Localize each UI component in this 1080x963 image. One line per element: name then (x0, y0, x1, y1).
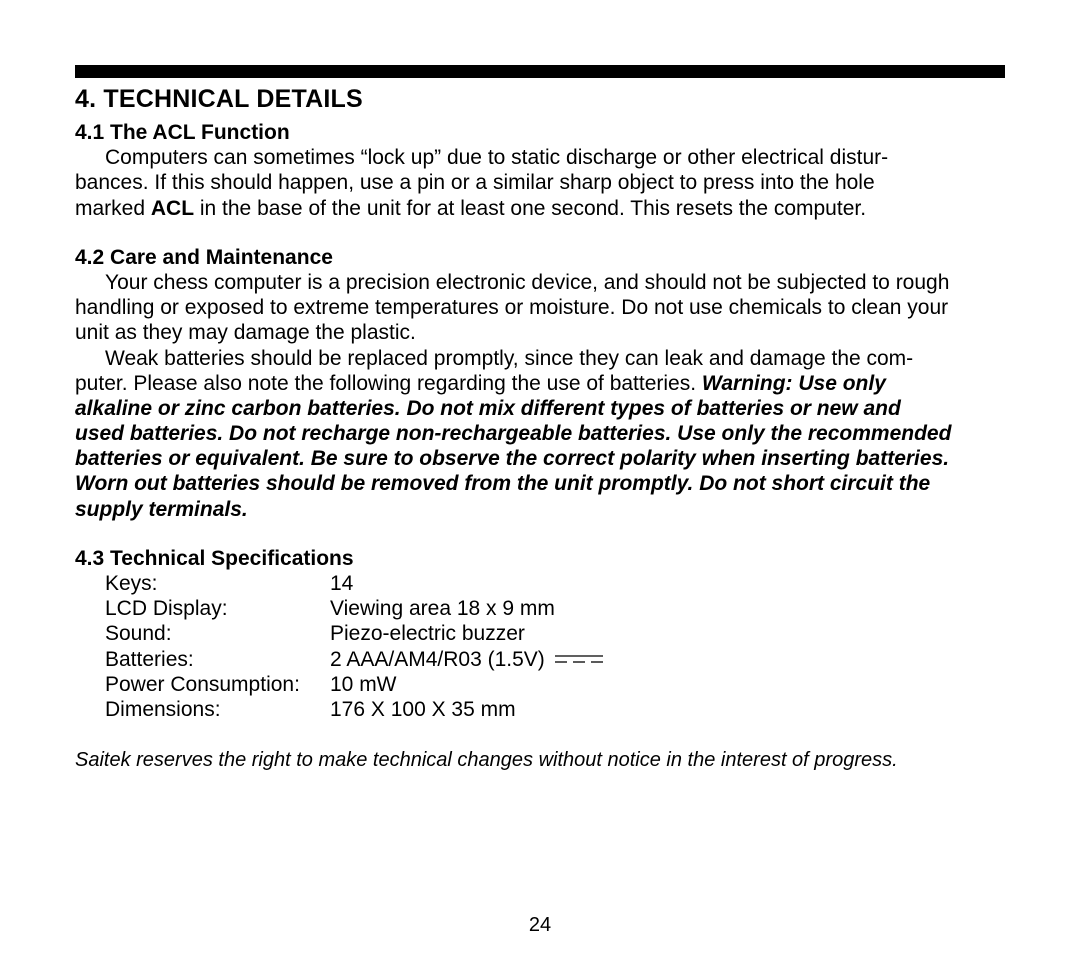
section-name: TECHNICAL DETAILS (103, 85, 362, 113)
text: marked (75, 197, 151, 220)
spec-row-sound: Sound: Piezo-electric buzzer (105, 621, 1005, 646)
text-line: unit as they may damage the plastic. (75, 320, 1005, 345)
spec-label: Dimensions: (105, 697, 330, 722)
warning-text: alkaline or zinc carbon batteries. Do no… (75, 396, 1005, 421)
dc-symbol-icon (555, 653, 603, 665)
spec-value: 176 X 100 X 35 mm (330, 697, 516, 722)
text: unit as they may damage the plastic. (75, 321, 416, 344)
text: handling or exposed to extreme temperatu… (75, 296, 948, 319)
warning-text: Worn out batteries should be removed fro… (75, 471, 1005, 496)
spec-label: Power Consumption: (105, 672, 330, 697)
subheading-4-2: 4.2 Care and Maintenance (75, 245, 1005, 270)
spec-row-batteries: Batteries: 2 AAA/AM4/R03 (1.5V) (105, 647, 1005, 672)
subsection-4-1: 4.1 The ACL Function Computers can somet… (75, 120, 1005, 221)
spec-label: LCD Display: (105, 596, 330, 621)
acl-label: ACL (151, 197, 194, 220)
disclaimer-text: Saitek reserves the right to make techni… (75, 748, 1005, 772)
spec-value-text: 2 AAA/AM4/R03 (1.5V) (330, 647, 545, 672)
text-line: Computers can sometimes “lock up” due to… (75, 145, 1005, 170)
section-title: 4. TECHNICAL DETAILS (75, 84, 1005, 114)
spec-label: Batteries: (105, 647, 330, 672)
text-line: puter. Please also note the following re… (75, 371, 1005, 396)
warning-text: supply terminals. (75, 497, 1005, 522)
horizontal-rule (75, 65, 1005, 78)
spec-row-lcd: LCD Display: Viewing area 18 x 9 mm (105, 596, 1005, 621)
subsection-4-2: 4.2 Care and Maintenance Your chess comp… (75, 245, 1005, 522)
warning-text: batteries or equivalent. Be sure to obse… (75, 446, 1005, 471)
text-line: Weak batteries should be replaced prompt… (75, 346, 1005, 371)
text: puter. Please also note the following re… (75, 372, 702, 395)
page-number: 24 (0, 913, 1080, 937)
subheading-4-3: 4.3 Technical Specifications (75, 546, 1005, 571)
subsection-4-3: 4.3 Technical Specifications Keys: 14 LC… (75, 546, 1005, 722)
manual-page: 4. TECHNICAL DETAILS 4.1 The ACL Functio… (0, 0, 1080, 963)
text-line: marked ACL in the base of the unit for a… (75, 196, 1005, 221)
spec-label: Sound: (105, 621, 330, 646)
text-line: bances. If this should happen, use a pin… (75, 170, 1005, 195)
text-line: handling or exposed to extreme temperatu… (75, 295, 1005, 320)
spec-row-keys: Keys: 14 (105, 571, 1005, 596)
spec-label: Keys: (105, 571, 330, 596)
spec-value: 10 mW (330, 672, 397, 697)
text-line: Your chess computer is a precision elect… (75, 270, 1005, 295)
warning-text: Warning: Use only (702, 372, 886, 395)
spec-row-power: Power Consumption: 10 mW (105, 672, 1005, 697)
text: Computers can sometimes “lock up” due to… (105, 146, 888, 169)
spec-value: 2 AAA/AM4/R03 (1.5V) (330, 647, 603, 672)
text: Weak batteries should be replaced prompt… (105, 347, 913, 370)
text: bances. If this should happen, use a pin… (75, 171, 875, 194)
spec-value: Viewing area 18 x 9 mm (330, 596, 555, 621)
text: in the base of the unit for at least one… (194, 197, 866, 220)
spec-row-dimensions: Dimensions: 176 X 100 X 35 mm (105, 697, 1005, 722)
warning-text: used batteries. Do not recharge non-rech… (75, 421, 1005, 446)
spec-table: Keys: 14 LCD Display: Viewing area 18 x … (105, 571, 1005, 722)
section-number: 4. (75, 85, 96, 113)
text: Your chess computer is a precision elect… (105, 271, 949, 294)
spec-value: 14 (330, 571, 353, 596)
subheading-4-1: 4.1 The ACL Function (75, 120, 1005, 145)
spec-value: Piezo-electric buzzer (330, 621, 525, 646)
